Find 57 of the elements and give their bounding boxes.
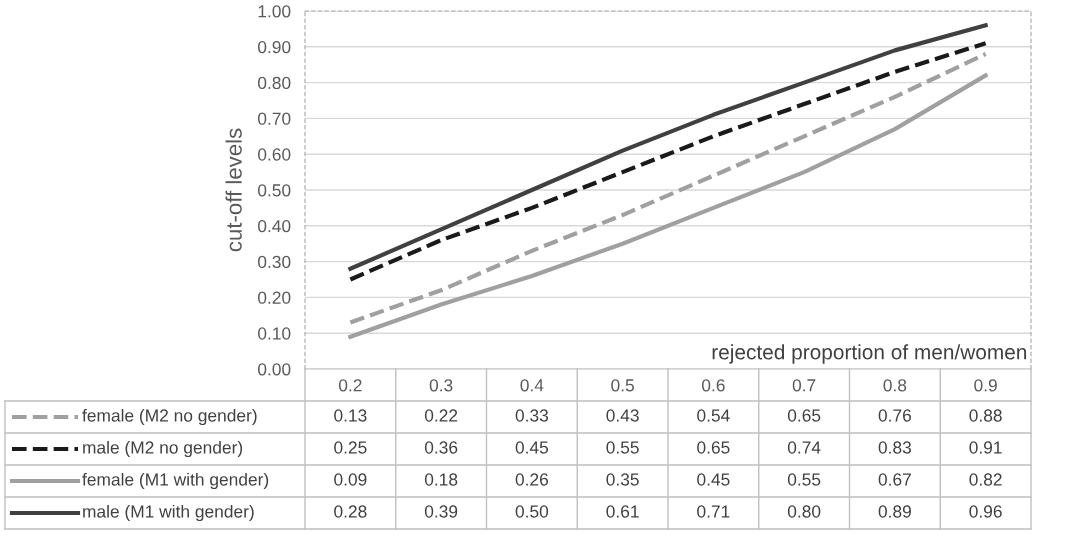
data-label: 0.09 <box>334 473 367 486</box>
data-label: 0.65 <box>787 409 821 422</box>
data-label: 0.35 <box>606 473 639 486</box>
y-tick-label: 0.00 <box>258 363 291 376</box>
y-tick-label: 0.60 <box>258 148 291 161</box>
data-label: 0.36 <box>424 441 458 454</box>
data-label: 0.61 <box>606 505 639 518</box>
data-label: 0.26 <box>515 473 549 486</box>
y-tick-label: 0.80 <box>258 76 291 90</box>
x-axis-title: rejected proportion of men/women <box>712 344 1027 364</box>
x-tick-label: 0.7 <box>792 379 816 392</box>
data-label: 0.96 <box>969 505 1002 518</box>
x-tick-label: 0.2 <box>338 379 362 392</box>
data-label: 0.65 <box>697 441 730 454</box>
data-label: 0.74 <box>787 441 821 454</box>
data-label: 0.18 <box>424 473 458 486</box>
data-label: 0.55 <box>787 473 821 486</box>
x-tick-label: 0.3 <box>429 379 453 392</box>
x-tick-label: 0.5 <box>611 379 634 392</box>
data-label: 0.55 <box>606 441 639 454</box>
y-tick-label: 0.70 <box>258 112 291 125</box>
data-label: 0.28 <box>334 505 367 518</box>
y-tick-label: 1.00 <box>258 5 291 18</box>
data-label: 0.45 <box>697 473 730 486</box>
data-label: 0.50 <box>515 505 549 518</box>
data-label: 0.22 <box>424 409 458 422</box>
y-axis-title: cut-off levels <box>225 128 242 252</box>
y-tick-label: 0.30 <box>258 255 291 269</box>
x-tick-label: 0.9 <box>974 379 997 392</box>
y-tick-label: 0.90 <box>258 40 291 54</box>
legend-label: female (M1 with gender) <box>82 472 269 490</box>
y-tick-label: 0.10 <box>258 327 291 340</box>
x-tick-label: 0.4 <box>520 379 544 392</box>
data-label: 0.25 <box>334 441 367 454</box>
legend-label: male (M2 no gender) <box>83 440 243 458</box>
data-label: 0.82 <box>969 473 1002 486</box>
y-tick-label: 0.40 <box>258 219 291 233</box>
x-tick-label: 0.6 <box>701 379 725 392</box>
data-label: 0.45 <box>515 441 549 454</box>
data-label: 0.80 <box>787 505 821 518</box>
data-label: 0.39 <box>424 505 458 518</box>
legend-label: female (M2 no gender) <box>82 408 257 426</box>
data-label: 0.89 <box>878 505 911 518</box>
data-label: 0.43 <box>606 409 639 422</box>
legend-label: male (M1 with gender) <box>83 504 254 522</box>
data-label: 0.67 <box>878 473 911 486</box>
data-label: 0.54 <box>697 409 730 422</box>
data-label: 0.76 <box>878 409 912 422</box>
y-tick-label: 0.20 <box>258 291 291 304</box>
data-label: 0.33 <box>515 409 549 422</box>
x-tick-label: 0.8 <box>883 379 907 392</box>
data-label: 0.13 <box>334 409 367 422</box>
data-label: 0.91 <box>969 441 1002 454</box>
data-label: 0.88 <box>969 409 1002 422</box>
data-label: 0.71 <box>697 505 730 518</box>
y-tick-label: 0.50 <box>258 184 291 197</box>
data-label: 0.83 <box>878 441 912 454</box>
